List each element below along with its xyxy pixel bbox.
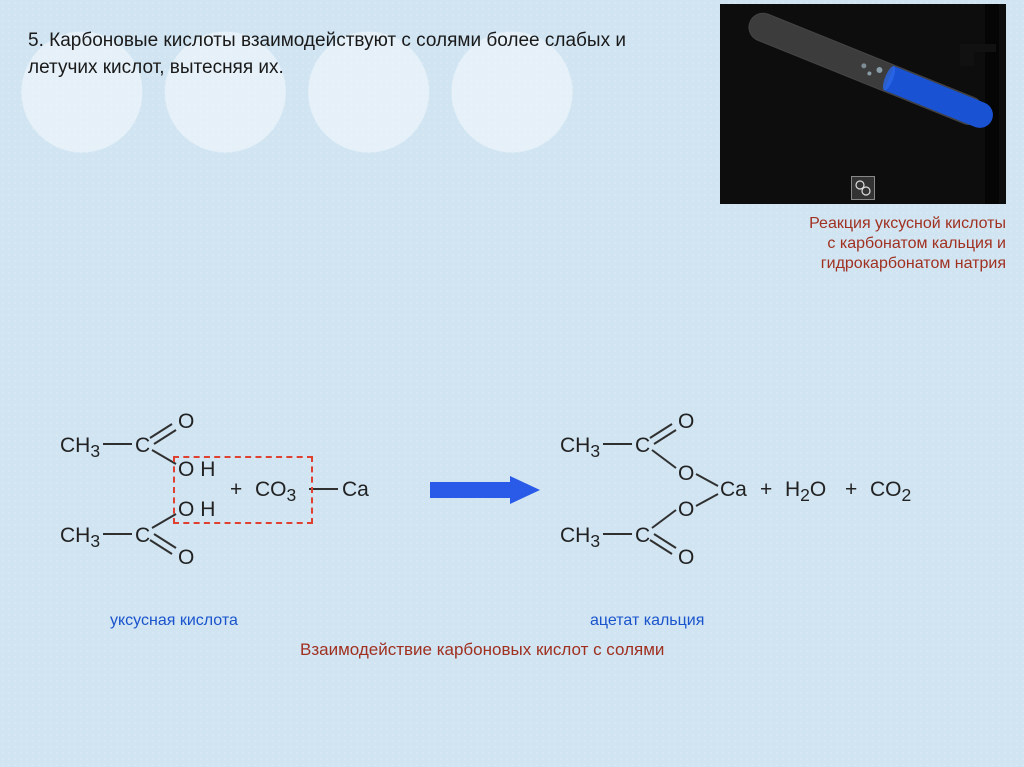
l-ca: Ca: [342, 478, 369, 502]
equation: CH3 C O O H CH3 C O O H + CO3 Ca CH3: [60, 420, 980, 570]
s: 3: [90, 531, 100, 551]
l-o-bot: O: [178, 546, 194, 570]
o: O: [810, 478, 826, 501]
r-o-top: O: [678, 410, 694, 434]
s: 3: [287, 485, 297, 505]
t: CO: [870, 478, 902, 501]
t: CH: [560, 524, 590, 547]
l-ch3-top: CH3: [60, 434, 100, 462]
r-o-mid-bot: O: [678, 498, 694, 522]
r-plus1: +: [760, 478, 772, 502]
experiment-photo: [720, 4, 1006, 204]
r-h2o: H2O: [785, 478, 826, 506]
s: 2: [800, 485, 810, 505]
s: 3: [590, 531, 600, 551]
t: CO: [255, 478, 287, 501]
caption-line-3: гидрокарбонатом натрия: [706, 254, 1006, 274]
l-c-bot: C: [135, 524, 150, 548]
l-plus: +: [230, 478, 242, 502]
l-ch3-bot: CH3: [60, 524, 100, 552]
l-co3: CO3: [255, 478, 296, 506]
r-plus2: +: [845, 478, 857, 502]
s: 3: [90, 441, 100, 461]
caption-line-2: с карбонатом кальция и: [706, 234, 1006, 254]
r-o-mid-top: O: [678, 462, 694, 486]
s: 2: [902, 485, 912, 505]
s: 3: [590, 441, 600, 461]
r-c-top: C: [635, 434, 650, 458]
label-calcium-acetate: ацетат кальция: [590, 612, 704, 630]
r-o-bot: O: [678, 546, 694, 570]
photo-caption: Реакция уксусной кислоты с карбонатом ка…: [706, 214, 1006, 274]
r-ch3-top: CH3: [560, 434, 600, 462]
r-ca: Ca: [720, 478, 747, 502]
r-c-bot: C: [635, 524, 650, 548]
intro-text: 5. Карбоновые кислоты взаимодействуют с …: [28, 28, 668, 81]
l-c-top: C: [135, 434, 150, 458]
test-tube-illustration: [720, 4, 1006, 204]
l-o-top: O: [178, 410, 194, 434]
t: CH: [60, 434, 90, 457]
reaction-title: Взаимодействие карбоновых кислот с солям…: [300, 640, 664, 660]
label-acetic-acid: уксусная кислота: [110, 612, 238, 630]
t: CH: [560, 434, 590, 457]
r-co2: CO2: [870, 478, 911, 506]
media-icon: [851, 176, 875, 200]
t: H: [785, 478, 800, 501]
caption-line-1: Реакция уксусной кислоты: [706, 214, 1006, 234]
r-ch3-bot: CH3: [560, 524, 600, 552]
t: CH: [60, 524, 90, 547]
